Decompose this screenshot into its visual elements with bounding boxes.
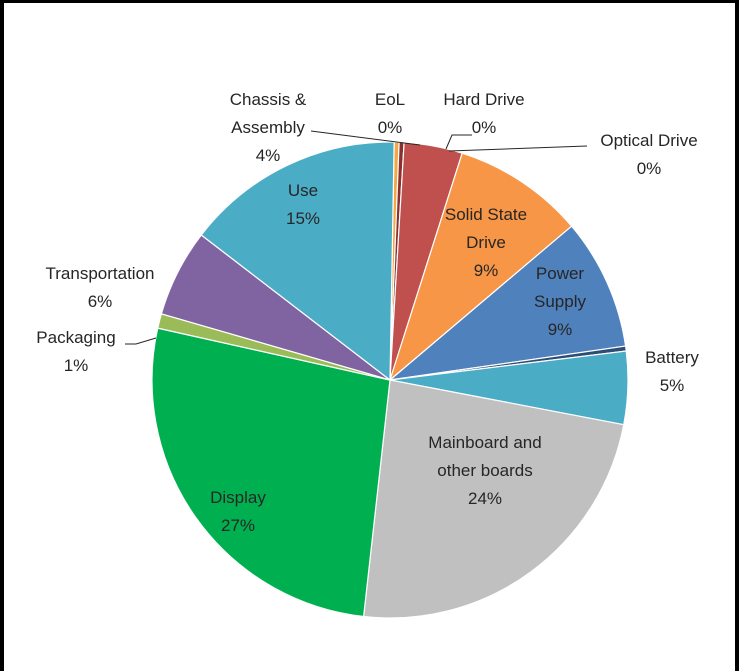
leader-line-packaging xyxy=(125,337,157,345)
data-label-packaging: Packaging 1% xyxy=(36,328,115,375)
leader-line-hard-drive xyxy=(445,134,472,150)
data-label-optical-drive: Optical Drive 0% xyxy=(600,131,697,178)
data-label-battery: Battery 5% xyxy=(645,348,699,395)
pie-slice-display xyxy=(151,327,391,618)
data-label-eol: EoL 0% xyxy=(375,90,405,137)
pie-slice-solid-state-drive xyxy=(388,152,573,382)
data-label-mainboard-and-other-boards: Mainboard and other boards 24% xyxy=(428,433,541,508)
data-label-use: Use 15% xyxy=(286,181,320,228)
data-label-chassis-and-assembly: Chassis & Assembly 4% xyxy=(230,90,307,165)
data-label-power-supply: Power Supply 9% xyxy=(534,264,586,339)
data-label-transportation: Transportation 6% xyxy=(46,264,155,311)
data-label-solid-state-drive: Solid State Drive 9% xyxy=(445,205,527,280)
data-label-hard-drive: Hard Drive 0% xyxy=(443,90,524,137)
pie-chart: EoL 0% Hard Drive 0% Chassis & Assembly 4% Soli… xyxy=(36,90,699,619)
leader-line-chassis-and-assembly xyxy=(310,130,421,146)
pie-slice-power-supply xyxy=(388,225,627,381)
leader-line-optical-drive xyxy=(448,145,588,152)
pie-slice-use xyxy=(200,141,395,382)
data-label-display: Display 27% xyxy=(210,488,266,535)
pie-slice-mainboard-and-other-boards xyxy=(362,379,625,619)
